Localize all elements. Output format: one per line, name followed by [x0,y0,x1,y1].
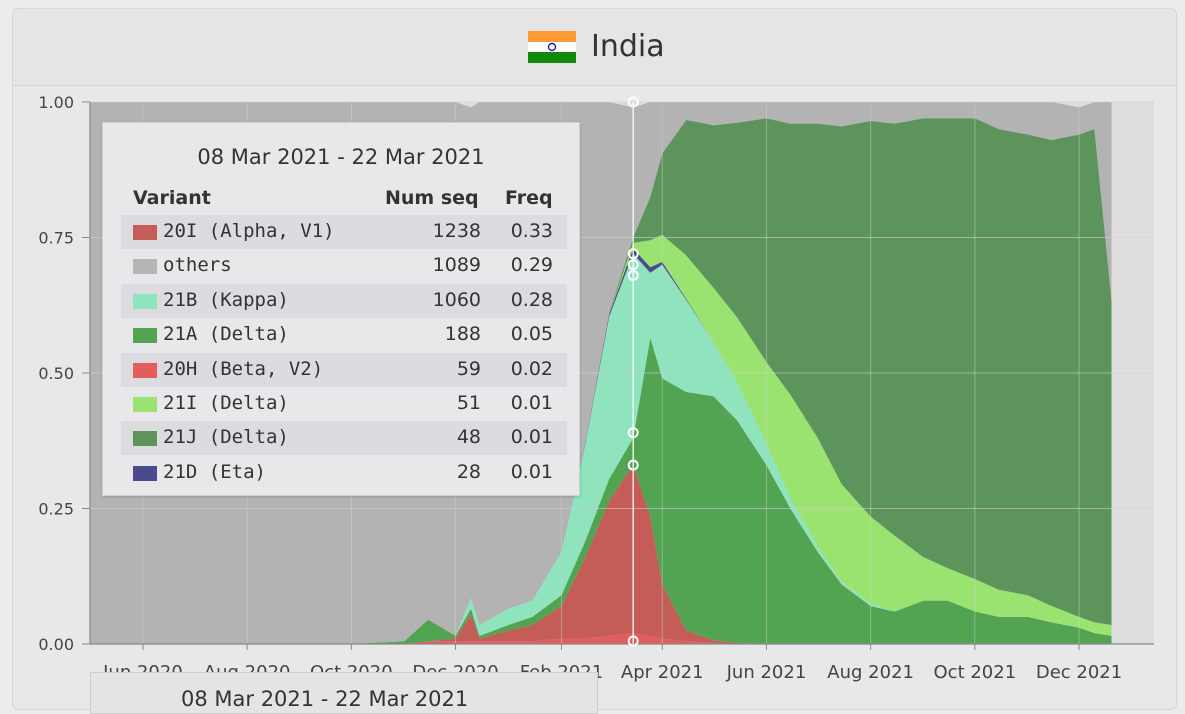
tooltip-row: 21A (Delta) 188 0.05 [121,318,567,352]
legend-swatch [133,362,157,378]
variant-name: 21J (Delta) [163,426,289,449]
variant-name: 21D (Eta) [163,460,266,483]
num-seq: 1089 [432,254,481,277]
legend-swatch [133,293,157,309]
num-seq: 1238 [432,220,481,242]
col-header-variant: Variant [133,187,211,209]
freq: 0.02 [510,357,553,380]
variant-name: 20I (Alpha, V1) [163,220,335,242]
y-tick-label: 0.50 [38,364,74,383]
tooltip-row: 20H (Beta, V2) 59 0.02 [121,352,567,387]
hover-point [627,427,639,439]
freq: 0.28 [510,288,553,311]
tooltip-row: 21J (Delta) 48 0.01 [121,421,567,456]
y-tick-label: 0.25 [38,500,74,519]
india-flag-icon [528,31,576,63]
tooltip-row: 21I (Delta) 51 0.01 [121,387,567,421]
num-seq: 1060 [432,288,481,311]
hover-point [627,259,639,271]
hover-point [627,459,639,471]
legend-swatch [133,259,157,275]
legend-swatch [133,397,157,412]
num-seq: 48 [456,426,481,449]
x-tick-label: Aug 2021 [827,662,914,683]
y-tick-label: 0.75 [38,229,74,248]
area-series [351,337,1112,644]
secondary-tooltip: 08 Mar 2021 - 22 Mar 2021 [90,672,598,714]
legend-swatch [133,465,157,481]
hover-point [627,96,639,108]
area-series [351,118,1112,644]
area-series [351,633,1112,644]
hover-point [627,269,639,281]
col-header-numseq: Num seq [385,187,479,209]
num-seq: 59 [456,357,481,380]
freq: 0.01 [510,460,553,483]
card-header: India [13,9,1176,86]
freq: 0.01 [510,392,553,414]
x-tick-label: Jun 2021 [726,662,807,683]
y-tick-label: 1.00 [38,93,74,112]
tooltip-row: 21B (Kappa) 1060 0.28 [121,283,567,318]
tooltip-date-range: 08 Mar 2021 - 22 Mar 2021 [197,145,485,169]
num-seq: 51 [456,392,481,414]
freq: 0.29 [510,254,553,277]
num-seq: 28 [456,460,481,483]
tooltip-row: 21D (Eta) 28 0.01 [121,456,567,490]
variant-name: 21B (Kappa) [163,288,289,311]
freq: 0.05 [510,323,553,346]
x-tick-label: Dec 2021 [1036,662,1122,683]
variant-name: 21A (Delta) [163,323,289,346]
hover-point [627,248,639,260]
legend-swatch [133,328,157,344]
legend-swatch [133,225,157,240]
legend-swatch [133,431,157,447]
num-seq: 188 [444,323,481,346]
y-tick-label: 0.00 [38,635,74,654]
col-header-freq: Freq [505,187,553,209]
hover-point [627,635,639,647]
hover-tooltip: 08 Mar 2021 - 22 Mar 2021 Variant Num se… [102,122,580,496]
x-tick-label: Oct 2021 [934,662,1017,683]
freq: 0.33 [510,220,553,242]
page-title: India [591,29,665,64]
area-series [351,234,1112,645]
variant-name: others [163,254,232,277]
tooltip-row: 20I (Alpha, V1) 1238 0.33 [121,215,567,249]
secondary-tooltip-date: 08 Mar 2021 - 22 Mar 2021 [181,687,469,711]
freq: 0.01 [510,426,553,449]
variant-name: 21I (Delta) [163,392,289,414]
tooltip-row: others 1089 0.29 [121,249,567,283]
variant-name: 20H (Beta, V2) [163,357,324,380]
x-tick-label: Apr 2021 [621,662,704,683]
